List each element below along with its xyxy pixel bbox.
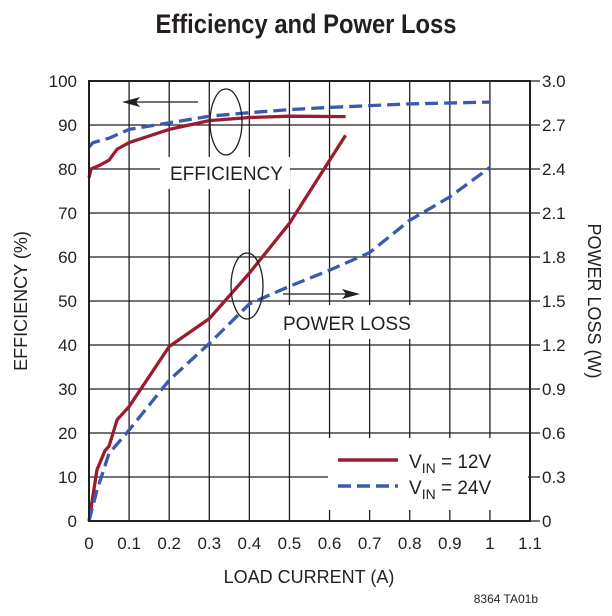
figure-footnote: 8364 TA01b	[474, 592, 539, 606]
x-tick-label: 0.6	[318, 534, 342, 553]
y2-tick-label: 3.0	[542, 72, 566, 91]
y2-tick-label: 1.2	[542, 336, 566, 355]
legend-label-12v: VIN = 12V	[409, 452, 491, 476]
x-tick-label: 0.4	[238, 534, 262, 553]
y-tick-label: 80	[58, 160, 77, 179]
y2-tick-label: 1.8	[542, 248, 566, 267]
x-tick-label: 0.1	[117, 534, 141, 553]
y-tick-label: 60	[58, 248, 77, 267]
series-line-vin-12v	[87, 114, 346, 179]
efficiency-annotation: EFFICIENCY	[170, 164, 283, 185]
y2-tick-label: 2.4	[542, 160, 566, 179]
y2-tick-label: 0.3	[542, 468, 566, 487]
series-line-vin-12v-power-loss	[87, 134, 347, 522]
series-line-vin-24v-power-loss	[87, 166, 491, 522]
x-tick-label: 0.8	[398, 534, 422, 553]
power-loss-ellipse	[230, 252, 264, 320]
x-tick-label: 1.1	[518, 534, 542, 553]
y-axis-label: EFFICIENCY (%)	[11, 231, 31, 371]
y2-axis-label: POWER LOSS (W)	[584, 223, 604, 378]
x-tick-label: 0.2	[157, 534, 181, 553]
y-tick-label: 100	[49, 72, 77, 91]
left-arrow-icon	[122, 97, 198, 107]
y-tick-label: 20	[58, 424, 77, 443]
x-tick-label: 1	[485, 534, 494, 553]
legend-label-24v: VIN = 24V	[409, 478, 491, 502]
legend-bg	[328, 438, 528, 510]
x-tick-label: 0.7	[358, 534, 382, 553]
efficiency-label-bg	[160, 157, 290, 189]
x-tick-label: 0.9	[438, 534, 462, 553]
x-tick-label: 0.5	[278, 534, 302, 553]
power-loss-annotation: POWER LOSS	[283, 314, 411, 335]
y2-tick-label: 0.6	[542, 424, 566, 443]
y-tick-label: 40	[58, 336, 77, 355]
y-tick-label: 10	[58, 468, 77, 487]
right-arrow-icon	[283, 289, 360, 299]
y-tick-label: 50	[58, 292, 77, 311]
y2-tick-label: 0.9	[542, 380, 566, 399]
plot-frame	[88, 80, 531, 522]
x-axis-label: LOAD CURRENT (A)	[224, 567, 395, 587]
y2-tick-label: 2.7	[542, 116, 566, 135]
y-tick-label: 90	[58, 116, 77, 135]
y-tick-label: 70	[58, 204, 77, 223]
x-tick-label: 0.3	[197, 534, 221, 553]
y2-tick-label: 2.1	[542, 204, 566, 223]
series-lines	[87, 100, 491, 522]
y-tick-label: 0	[68, 512, 77, 531]
power-loss-label-bg	[277, 305, 415, 339]
y2-tick-label: 1.5	[542, 292, 566, 311]
series-line-vin-24v	[87, 100, 490, 149]
chart-title: Efficiency and Power Loss	[156, 10, 457, 40]
x-tick-label: 0	[84, 534, 93, 553]
y-tick-label: 30	[58, 380, 77, 399]
efficiency-ellipse	[209, 88, 243, 156]
tick-labels: 0 0.1 0.2 0.3 0.4 0.5 0.6 0.7 0.8 0.9 1 1.10 010 0.32…	[49, 72, 566, 553]
y2-tick-label: 0	[542, 512, 551, 531]
legend: VIN = 12V VIN = 24V	[338, 452, 491, 502]
